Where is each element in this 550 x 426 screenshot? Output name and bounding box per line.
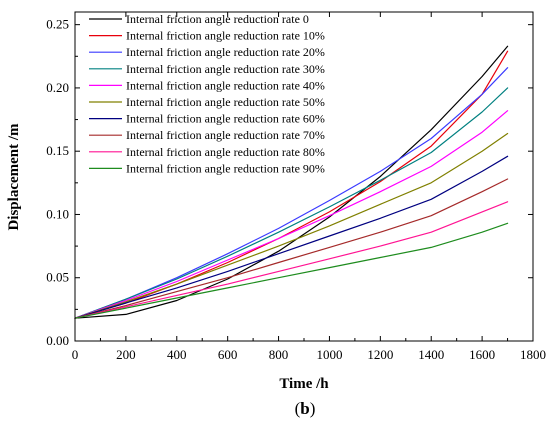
legend-label: Internal friction angle reduction rate 5… (126, 95, 325, 109)
caption-letter: b (300, 399, 309, 418)
y-axis-title: Displacement /m (6, 123, 22, 231)
series-layer (74, 45, 509, 319)
x-tick-label: 1800 (520, 347, 546, 362)
y-tick-label: 0.10 (46, 206, 69, 221)
series-line-3 (74, 87, 509, 319)
legend-label: Internal friction angle reduction rate 9… (126, 161, 325, 175)
series-line-6 (74, 155, 509, 319)
series-line-7 (74, 178, 509, 319)
x-tick-label: 400 (167, 347, 187, 362)
legend-label: Internal friction angle reduction rate 6… (126, 112, 325, 126)
series-line-0 (74, 45, 509, 319)
x-tick-label: 1000 (316, 347, 342, 362)
legend: Internal friction angle reduction rate 0… (89, 12, 325, 175)
x-tick-label: 0 (72, 347, 79, 362)
x-axis-title: Time /h (279, 376, 329, 392)
x-tick-label: 600 (218, 347, 238, 362)
x-tick-label: 800 (269, 347, 289, 362)
y-tick-label: 0.00 (46, 333, 69, 348)
y-tick-label: 0.05 (46, 270, 69, 285)
series-line-9 (74, 222, 509, 319)
y-tick-label: 0.15 (46, 143, 69, 158)
x-tick-label: 200 (116, 347, 136, 362)
y-tick-label: 0.25 (46, 17, 69, 32)
series-line-4 (74, 110, 509, 319)
figure-caption: (b) (295, 399, 316, 418)
y-axis: 0.00 0.05 0.10 0.15 0.20 0.25 (46, 17, 533, 348)
x-axis: 0 200 400 600 800 1000 1200 1400 1600 1800 (72, 12, 546, 362)
x-tick-label: 1400 (418, 347, 444, 362)
legend-label: Internal friction angle reduction rate 0 (126, 12, 309, 26)
series-line-5 (74, 132, 509, 319)
x-tick-label: 1200 (367, 347, 393, 362)
series-line-8 (74, 201, 509, 319)
y-tick-label: 0.20 (46, 80, 69, 95)
caption-close: ) (310, 399, 316, 418)
legend-label: Internal friction angle reduction rate 1… (126, 29, 325, 43)
legend-label: Internal friction angle reduction rate 2… (126, 45, 325, 59)
legend-label: Internal friction angle reduction rate 4… (126, 78, 325, 92)
legend-label: Internal friction angle reduction rate 3… (126, 62, 325, 76)
series-line-2 (74, 67, 509, 319)
legend-label: Internal friction angle reduction rate 7… (126, 128, 325, 142)
caption-open: ( (295, 399, 301, 418)
legend-label: Internal friction angle reduction rate 8… (126, 145, 325, 159)
x-tick-label: 1600 (469, 347, 495, 362)
